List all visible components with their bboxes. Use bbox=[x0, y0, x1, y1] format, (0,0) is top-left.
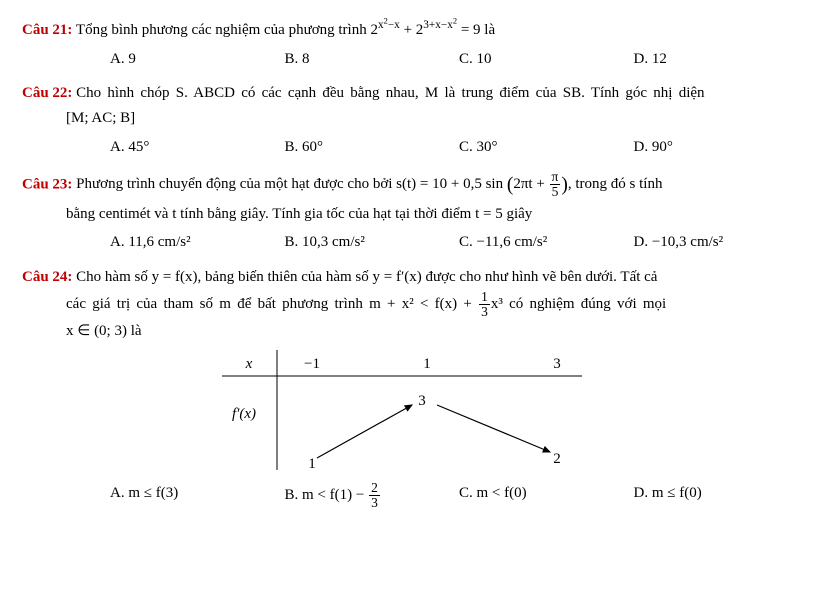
svg-text:2: 2 bbox=[553, 451, 561, 467]
q22-choices: A. 45° B. 60° C. 30° D. 90° bbox=[110, 135, 808, 160]
q21-mid: + 2 bbox=[400, 22, 423, 38]
q24-line3: x ∈ (0; 3) là bbox=[66, 319, 808, 344]
q23-t2: , trong đó s tính bbox=[568, 176, 663, 192]
q21-label: Câu 21: bbox=[22, 22, 72, 38]
q21-A: A. 9 bbox=[110, 47, 285, 72]
svg-text:3: 3 bbox=[553, 356, 561, 372]
q23-choices: A. 11,6 cm/s² B. 10,3 cm/s² C. −11,6 cm/… bbox=[110, 230, 808, 255]
svg-text:3: 3 bbox=[418, 393, 426, 409]
q23-C: C. −11,6 cm/s² bbox=[459, 230, 634, 255]
q22-A: A. 45° bbox=[110, 135, 285, 160]
q24-line2: các giá trị của tham số m để bất phương … bbox=[66, 290, 808, 319]
q21-text: Tổng bình phương các nghiệm của phương t… bbox=[76, 22, 495, 38]
svg-text:1: 1 bbox=[423, 356, 431, 372]
q24-text: Cho hàm số y = f(x), bảng biến thiên của… bbox=[76, 269, 657, 285]
q24-B: B. m < f(1) − 23 bbox=[285, 481, 460, 510]
svg-text:1: 1 bbox=[308, 456, 316, 472]
q24-frac13: 13 bbox=[479, 290, 490, 319]
q23-frac: π5 bbox=[550, 170, 561, 199]
q24-choices: A. m ≤ f(3) B. m < f(1) − 23 C. m < f(0)… bbox=[110, 481, 808, 510]
q21-exp1: x2−x bbox=[378, 19, 400, 31]
q21-exp2: 3+x−x2 bbox=[423, 19, 457, 31]
q23-in: 2πt + bbox=[513, 176, 548, 192]
q24-C: C. m < f(0) bbox=[459, 481, 634, 510]
q22-label: Câu 22: bbox=[22, 85, 72, 101]
svg-text:x: x bbox=[245, 356, 253, 372]
question-21: Câu 21: Tổng bình phương các nghiệm của … bbox=[22, 14, 808, 71]
variation-table: x −1 1 3 f′(x) 3 1 2 bbox=[212, 350, 592, 475]
question-23: Câu 23: Phương trình chuyển động của một… bbox=[22, 170, 808, 256]
question-22: Câu 22: Cho hình chóp S. ABCD có các cạn… bbox=[22, 81, 808, 159]
q23-label: Câu 23: bbox=[22, 176, 72, 192]
q21-D: D. 12 bbox=[634, 47, 809, 72]
q22-text: Cho hình chóp S. ABCD có các cạnh đều bằ… bbox=[76, 85, 704, 101]
q23-t1: Phương trình chuyển động của một hạt đượ… bbox=[76, 176, 503, 192]
q24-D: D. m ≤ f(0) bbox=[634, 481, 809, 510]
q22-C: C. 30° bbox=[459, 135, 634, 160]
q23-D: D. −10,3 cm/s² bbox=[634, 230, 809, 255]
q24-A: A. m ≤ f(3) bbox=[110, 481, 285, 510]
q21-C: C. 10 bbox=[459, 47, 634, 72]
question-24: Câu 24: Cho hàm số y = f(x), bảng biến t… bbox=[22, 265, 808, 510]
q24-label: Câu 24: bbox=[22, 269, 72, 285]
q24-B-frac: 23 bbox=[369, 481, 380, 510]
q23-A: A. 11,6 cm/s² bbox=[110, 230, 285, 255]
q22-B: B. 60° bbox=[285, 135, 460, 160]
q21-B: B. 8 bbox=[285, 47, 460, 72]
q21-end: = 9 là bbox=[457, 22, 495, 38]
svg-text:f′(x): f′(x) bbox=[232, 406, 256, 422]
q23-line2: bằng centimét và t tính bằng giây. Tính … bbox=[66, 202, 808, 227]
q21-choices: A. 9 B. 8 C. 10 D. 12 bbox=[110, 47, 808, 72]
q22-line2: [M; AC; B] bbox=[66, 106, 808, 131]
q21-t1: Tổng bình phương các nghiệm của phương t… bbox=[76, 22, 378, 38]
q23-B: B. 10,3 cm/s² bbox=[285, 230, 460, 255]
svg-text:−1: −1 bbox=[304, 356, 320, 372]
q23-text: Phương trình chuyển động của một hạt đượ… bbox=[76, 176, 662, 192]
q22-D: D. 90° bbox=[634, 135, 809, 160]
